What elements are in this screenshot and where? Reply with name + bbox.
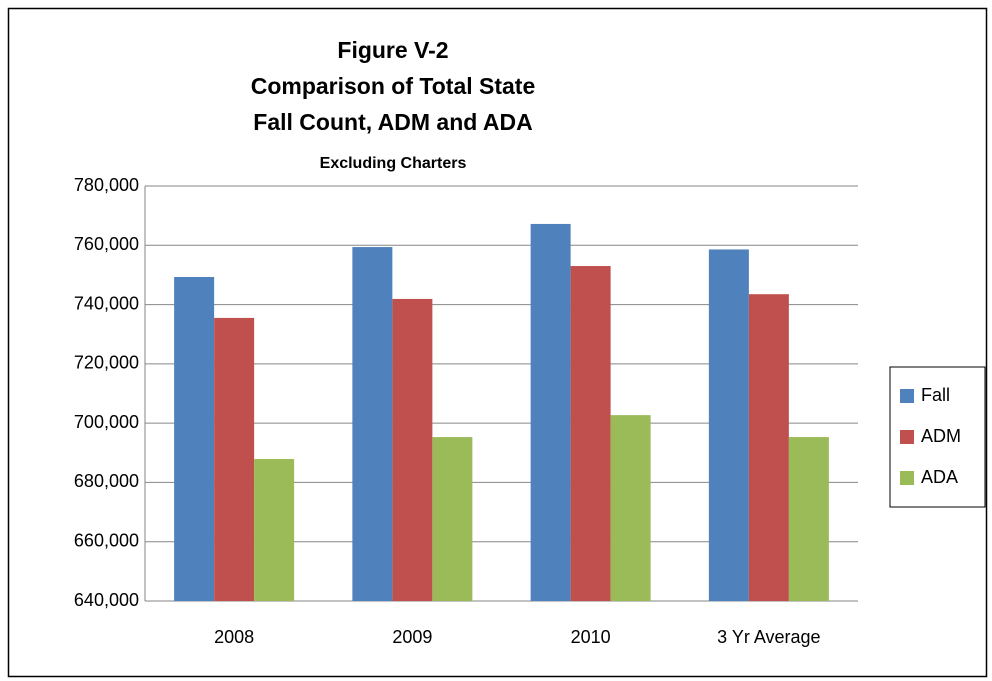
y-tick-label: 700,000 — [74, 412, 139, 432]
bar — [530, 223, 571, 601]
y-tick-label: 640,000 — [74, 590, 139, 610]
legend-swatch — [900, 389, 914, 403]
chart-title: Fall Count, ADM and ADA — [253, 109, 532, 135]
legend-label: ADA — [921, 467, 958, 487]
legend-swatch — [900, 471, 914, 485]
bar — [788, 437, 829, 601]
x-tick-label: 2010 — [571, 627, 611, 647]
legend-label: ADM — [921, 426, 961, 446]
legend-swatch — [900, 430, 914, 444]
y-tick-label: 760,000 — [74, 234, 139, 254]
legend-label: Fall — [921, 385, 950, 405]
y-tick-label: 780,000 — [74, 175, 139, 195]
y-tick-label: 660,000 — [74, 530, 139, 550]
x-tick-label: 3 Yr Average — [717, 627, 820, 647]
x-tick-label: 2009 — [392, 627, 432, 647]
chart-title: Figure V-2 — [337, 37, 448, 63]
bar — [708, 249, 749, 601]
chart-subtitle: Excluding Charters — [320, 155, 467, 172]
bar — [254, 459, 295, 601]
bar — [174, 277, 215, 601]
bar — [748, 294, 789, 601]
x-tick-label: 2008 — [214, 627, 254, 647]
y-tick-label: 680,000 — [74, 471, 139, 491]
bar — [432, 437, 473, 601]
y-tick-label: 720,000 — [74, 353, 139, 373]
bar — [570, 266, 611, 601]
bar — [352, 247, 393, 602]
bar — [392, 298, 433, 601]
chart-title: Comparison of Total State — [251, 73, 536, 99]
bar — [214, 317, 255, 601]
bar — [610, 415, 651, 601]
y-tick-label: 740,000 — [74, 293, 139, 313]
